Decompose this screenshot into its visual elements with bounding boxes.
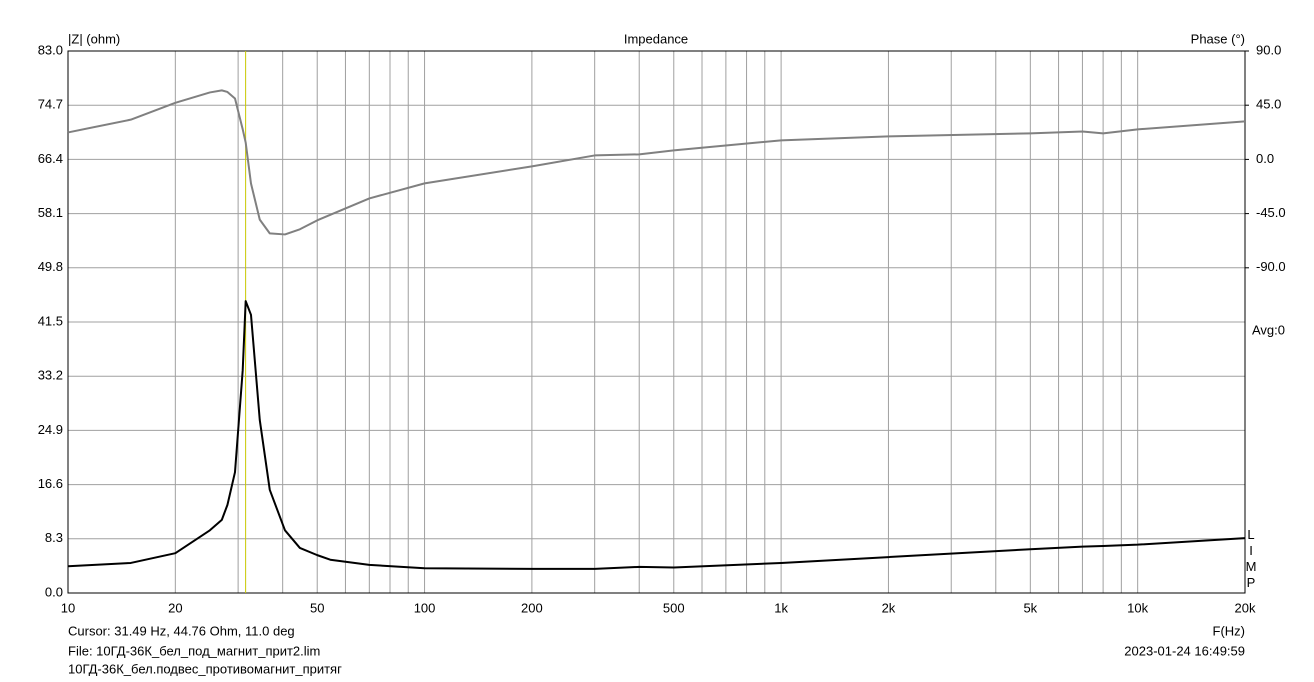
y-tick-label: 0.0 [45, 584, 63, 599]
y-tick-label: 33.2 [38, 368, 63, 383]
x-tick-label: 100 [414, 600, 436, 615]
series-line [67, 89, 1246, 236]
y-tick-label: 74.7 [38, 97, 63, 112]
y2-tick-label: 90.0 [1256, 42, 1281, 57]
y-tick-label: 24.9 [38, 422, 63, 437]
side-label: LIMP [1244, 527, 1259, 591]
y2-tick-label: 0.0 [1256, 151, 1274, 166]
x-tick-label: 50 [310, 600, 324, 615]
file-name: File: 10ГД-36К_бел_под_магнит_прит2.lim [68, 643, 320, 658]
x-tick-label: 1k [774, 600, 788, 615]
x-tick-label: 20 [168, 600, 182, 615]
x-tick-label: 500 [663, 600, 685, 615]
y2-tick-label: 45.0 [1256, 97, 1281, 112]
file-note: 10ГД-36К_бел.подвес_противомагнит_притяг [68, 661, 342, 676]
y-tick-label: 49.8 [38, 259, 63, 274]
y-tick-label: 66.4 [38, 151, 63, 166]
series-line [67, 300, 1246, 570]
y2-tick-label: -45.0 [1256, 205, 1286, 220]
y-tick-label: 58.1 [38, 205, 63, 220]
x-tick-label: 10 [61, 600, 75, 615]
chart-title: Impedance [624, 31, 688, 46]
y-tick-label: 16.6 [38, 476, 63, 491]
y2-tick-label: -90.0 [1256, 259, 1286, 274]
y-axis-label: |Z| (ohm) [68, 31, 120, 46]
y2-axis-label: Phase (°) [1191, 31, 1245, 46]
plot-frame [67, 50, 1246, 594]
cursor-readout: Cursor: 31.49 Hz, 44.76 Ohm, 11.0 deg [68, 623, 295, 638]
y-tick-label: 83.0 [38, 42, 63, 57]
timestamp: 2023-01-24 16:49:59 [1124, 643, 1245, 658]
x-tick-label: 10k [1127, 600, 1148, 615]
average-label: Avg:0 [1252, 322, 1285, 337]
y-tick-label: 41.5 [38, 313, 63, 328]
x-tick-label: 200 [521, 600, 543, 615]
x-axis-label: F(Hz) [1213, 623, 1246, 638]
x-tick-label: 5k [1023, 600, 1037, 615]
x-tick-label: 20k [1235, 600, 1256, 615]
x-tick-label: 2k [882, 600, 896, 615]
y-tick-label: 8.3 [45, 530, 63, 545]
